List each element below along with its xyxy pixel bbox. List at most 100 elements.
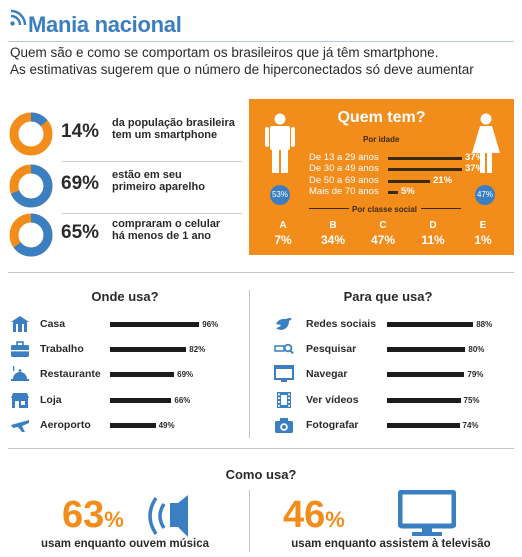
donut-ring-value (9, 164, 53, 208)
tv-pct-value: 46 (283, 494, 326, 536)
stat-description-line-1: compraram o celular (112, 218, 221, 230)
class-heading-rule-right (421, 208, 461, 209)
use-value: 82% (189, 345, 206, 355)
onde-usa-title: Onde usa? (91, 289, 159, 304)
use-label: Pesquisar (306, 343, 357, 356)
page-title: Mania nacional (28, 12, 182, 37)
class-value: 11% (421, 233, 445, 247)
donut-ring-value (9, 213, 53, 257)
use-bar (387, 322, 474, 327)
class-value: 7% (274, 233, 292, 247)
stat-row: 14% da população brasileira tem um smartph… (8, 111, 248, 157)
use-bar (110, 322, 200, 327)
use-value: 74% (462, 420, 479, 430)
female-figure-icon (472, 113, 500, 173)
use-bar (110, 397, 172, 403)
signal-icon (10, 9, 27, 26)
donut-chart (9, 164, 53, 208)
speaker-icon (148, 495, 188, 537)
bird-icon (276, 318, 292, 330)
female-pct-badge: 47% (475, 185, 495, 205)
stat-description-line-2: há menos de 1 ano (112, 230, 212, 242)
browser-icon (274, 365, 294, 383)
male-figure-icon (265, 113, 295, 173)
age-value: 37% (465, 163, 485, 175)
briefcase-icon (11, 341, 29, 358)
age-value: 21% (433, 174, 453, 186)
film-icon (277, 391, 291, 408)
donut-chart (9, 213, 53, 257)
stat-percentage: 69% (61, 173, 100, 194)
class-letter: E (479, 220, 487, 231)
use-bar (110, 372, 175, 378)
age-label: De 30 a 49 anos (309, 163, 379, 175)
age-value: 5% (401, 185, 415, 197)
use-value: 96% (202, 320, 219, 329)
use-bar (387, 347, 466, 353)
class-letter: C (379, 220, 387, 231)
stat-percentage: 65% (61, 222, 100, 243)
restaurant-icon (11, 366, 29, 382)
search-icon (274, 343, 294, 355)
use-label: Restaurante (40, 368, 101, 381)
title-divider (8, 41, 514, 42)
use-label: Casa (40, 318, 66, 330)
use-label: Trabalho (40, 343, 84, 356)
use-label: Loja (40, 393, 62, 406)
como-usa-title: Como usa? (225, 467, 297, 482)
quem-tem-panel: Quem tem? 53% 47% Por idade De 13 a 29 a… (249, 99, 514, 255)
stat-description: estão em seu primeiro aparelho (112, 169, 252, 193)
use-label: Navegar (306, 368, 348, 381)
class-value: 34% (320, 233, 346, 247)
music-pct: 63% (62, 494, 124, 537)
use-label: Fotografar (306, 418, 359, 431)
use-value: 79% (467, 370, 484, 380)
stat-divider (62, 161, 242, 162)
para-que-usa-title: Para que usa? (343, 289, 433, 304)
donut-chart (9, 112, 53, 156)
shop-icon (11, 392, 29, 408)
age-bar (388, 168, 462, 172)
tv-icon (398, 490, 456, 536)
divider-vertical-lower (249, 490, 250, 552)
music-caption: usam enquanto ouvem música (40, 538, 210, 550)
use-value: 88% (476, 320, 493, 329)
tv-pct: 46% (283, 494, 345, 537)
tv-pct-unit: % (325, 507, 345, 532)
tv-caption: usam enquanto assistem à televisão (291, 538, 491, 550)
age-bar (388, 190, 398, 194)
age-label: De 50 a 69 anos (309, 174, 379, 186)
age-label: De 13 a 29 anos (309, 152, 379, 163)
use-bar (387, 422, 460, 428)
airplane-icon (11, 419, 29, 432)
stat-description: compraram o celular há menos de 1 ano (112, 218, 252, 242)
use-label: Ver vídeos (306, 393, 359, 406)
class-letter: B (329, 220, 337, 231)
stat-row: 65% compraram o celular há menos de 1 ano (8, 212, 248, 258)
class-value: 47% (370, 233, 396, 247)
stat-description-line-1: estão em seu (112, 169, 182, 181)
use-bar (110, 422, 156, 428)
stat-description-line-2: primeiro aparelho (112, 181, 205, 193)
age-value: 37% (465, 152, 485, 163)
stat-description-line-2: tem um smartphone (112, 129, 218, 141)
class-heading: Por classe social (352, 205, 417, 214)
stat-description: da população brasileira tem um smartphone (112, 117, 252, 141)
use-label: Redes sociais (306, 318, 377, 330)
class-letter: A (279, 220, 287, 231)
stat-description-line-1: da população brasileira (112, 117, 235, 129)
music-pct-unit: % (104, 507, 124, 532)
age-label: Mais de 70 anos (309, 185, 379, 197)
music-pct-value: 63 (62, 494, 105, 536)
header: Mania nacional (8, 4, 514, 42)
camera-icon (275, 417, 293, 433)
subtitle-line-2: As estimativas sugerem que o número de h… (10, 62, 474, 77)
house-icon (11, 316, 29, 332)
class-heading-rule-left (309, 208, 349, 209)
use-value: 49% (158, 420, 175, 430)
use-label: Aeroporto (40, 418, 91, 431)
age-bar (388, 179, 430, 183)
class-value: 1% (474, 233, 492, 247)
class-letter: D (429, 220, 437, 231)
use-bar (110, 347, 187, 353)
